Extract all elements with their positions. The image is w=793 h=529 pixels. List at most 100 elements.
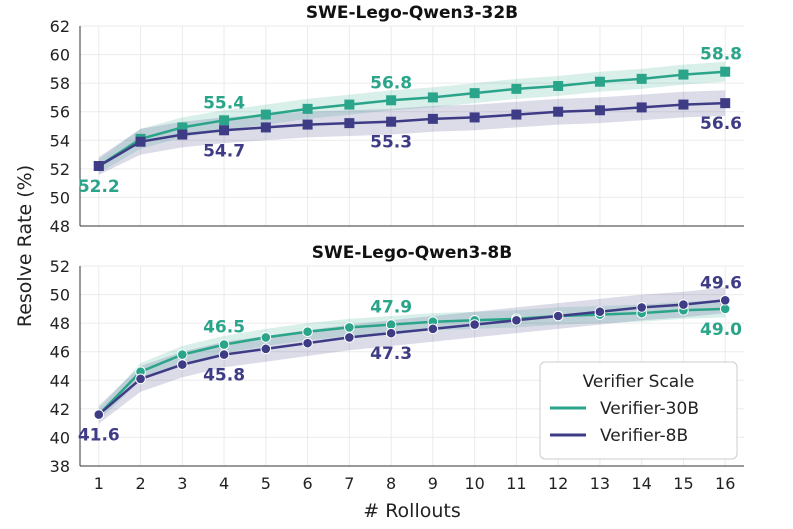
data-point xyxy=(636,102,647,113)
y-tick-label: 46 xyxy=(50,343,70,362)
legend-title: Verifier Scale xyxy=(583,372,695,392)
data-point xyxy=(344,332,355,343)
data-point xyxy=(636,302,647,313)
y-tick-label: 56 xyxy=(50,103,70,122)
panel-title: SWE-Lego-Qwen3-32B xyxy=(306,3,518,23)
data-point xyxy=(302,103,313,114)
x-tick-label: 11 xyxy=(506,474,526,493)
x-tick-label: 2 xyxy=(135,474,145,493)
data-point xyxy=(344,99,355,110)
data-point xyxy=(678,69,689,80)
y-tick-label: 44 xyxy=(50,371,70,390)
series-line-verifier-8b xyxy=(97,299,726,416)
legend-entry-label: Verifier-30B xyxy=(600,399,699,419)
y-tick-label: 52 xyxy=(50,257,70,276)
data-point xyxy=(93,409,105,420)
x-tick-label: 8 xyxy=(386,474,396,493)
data-point xyxy=(511,314,522,326)
data-point xyxy=(678,299,689,310)
data-point xyxy=(385,327,397,339)
data-label: 45.8 xyxy=(203,366,245,386)
series-line-verifier-30b xyxy=(97,307,726,416)
data-point xyxy=(302,337,313,349)
data-point xyxy=(302,326,313,338)
data-label: 46.5 xyxy=(203,318,245,338)
data-point xyxy=(344,322,355,333)
data-point xyxy=(218,339,230,350)
y-tick-label: 42 xyxy=(50,400,70,419)
data-label: 55.4 xyxy=(203,93,245,113)
confidence-band-verifier-8b xyxy=(98,287,726,424)
data-label: 55.3 xyxy=(370,133,412,153)
data-point xyxy=(636,73,647,84)
y-tick-label: 62 xyxy=(50,17,70,36)
data-point xyxy=(720,66,731,77)
x-tick-label: 3 xyxy=(177,474,187,493)
data-point xyxy=(720,98,731,109)
data-label: 41.6 xyxy=(78,426,120,446)
y-tick-label: 48 xyxy=(50,314,70,333)
data-point xyxy=(427,113,438,124)
y-tick-label: 58 xyxy=(50,74,70,93)
series-line-verifier-8b xyxy=(98,101,726,168)
y-tick-label: 60 xyxy=(50,46,70,65)
data-point xyxy=(177,349,188,360)
data-point xyxy=(218,349,230,360)
data-point xyxy=(135,136,146,147)
y-tick-label: 54 xyxy=(50,131,70,150)
x-tick-label: 7 xyxy=(344,474,354,493)
data-point xyxy=(511,83,522,94)
data-point xyxy=(469,112,480,123)
data-label: 49.0 xyxy=(700,320,742,340)
data-label: 47.9 xyxy=(370,298,412,318)
data-point xyxy=(469,319,480,330)
data-point xyxy=(553,106,564,117)
legend-entry-label: Verifier-8B xyxy=(600,426,688,446)
x-tick-label: 4 xyxy=(219,474,229,493)
data-point xyxy=(594,76,605,87)
data-point xyxy=(260,343,272,355)
data-label: 56.6 xyxy=(700,114,742,134)
legend: Verifier Scale Verifier-30B Verifier-8B xyxy=(539,361,738,460)
y-axis-label: Resolve Rate (%) xyxy=(14,165,36,327)
data-point xyxy=(719,294,731,306)
data-point xyxy=(302,119,313,130)
data-point xyxy=(177,359,188,370)
y-tick-label: 40 xyxy=(50,428,70,447)
y-tick-label: 50 xyxy=(50,188,70,207)
x-tick-label: 12 xyxy=(548,474,568,493)
data-point xyxy=(594,105,605,116)
data-point xyxy=(427,92,438,103)
data-point xyxy=(594,306,606,318)
data-point xyxy=(469,88,480,99)
x-tick-label: 14 xyxy=(632,474,652,493)
data-point xyxy=(219,115,230,126)
data-point xyxy=(511,109,522,120)
data-point xyxy=(427,323,439,335)
series-line-verifier-30b xyxy=(98,70,726,168)
data-label: 54.7 xyxy=(203,141,245,161)
data-point xyxy=(219,125,230,136)
legend-box xyxy=(539,361,738,460)
x-tick-label: 6 xyxy=(303,474,313,493)
data-label: 47.3 xyxy=(370,344,412,364)
data-point xyxy=(344,118,355,129)
data-point xyxy=(177,129,188,140)
x-tick-label: 10 xyxy=(464,474,484,493)
x-tick-label: 16 xyxy=(715,474,735,493)
data-point xyxy=(135,373,146,385)
y-tick-label: 48 xyxy=(50,217,70,236)
data-label: 49.6 xyxy=(700,273,742,293)
panel-1: 48 50 52 54 56 58 60 62 SWE-Lego-Qwen3-32B 52.2 55… xyxy=(50,3,744,236)
data-point xyxy=(552,310,564,322)
data-label: 56.8 xyxy=(370,73,412,93)
y-tick-label: 50 xyxy=(50,286,70,305)
x-tick-label: 5 xyxy=(261,474,271,493)
x-tick-label: 1 xyxy=(94,474,104,493)
x-axis-label: # Rollouts xyxy=(363,500,461,522)
x-tick-label: 9 xyxy=(428,474,438,493)
panel-title: SWE-Lego-Qwen3-8B xyxy=(312,243,512,263)
data-point xyxy=(93,161,104,171)
data-point xyxy=(260,122,271,133)
